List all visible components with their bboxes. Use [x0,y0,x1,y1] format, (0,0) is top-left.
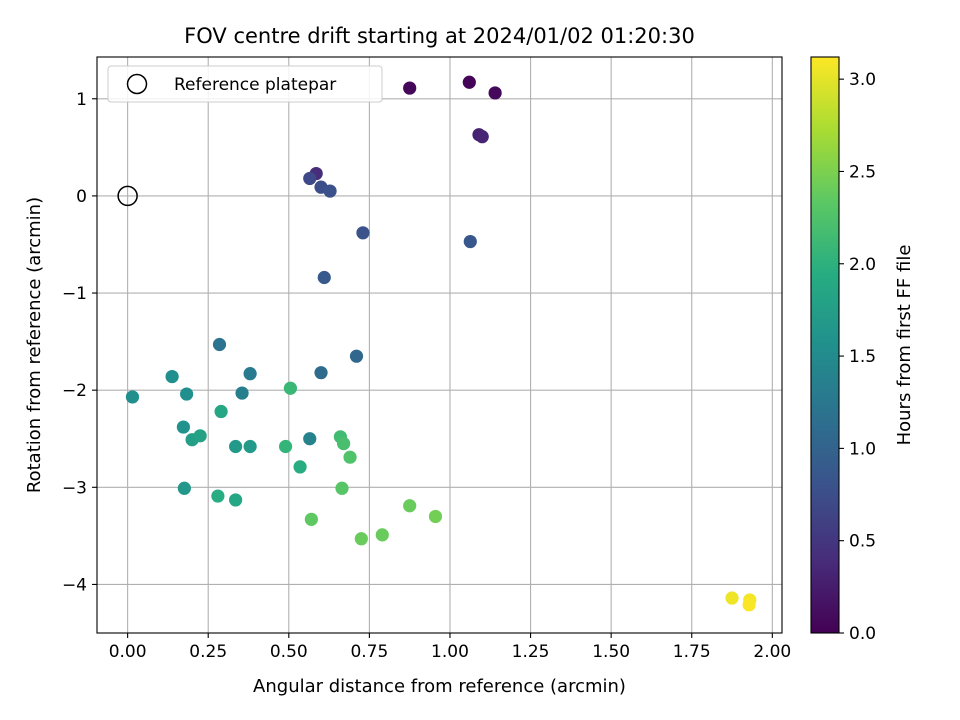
data-point [212,337,227,352]
x-tick-label: 0.00 [109,642,147,662]
colorbar-tick-label: 2.5 [849,162,876,182]
data-point [304,512,318,526]
data-point [335,481,349,495]
data-point [403,499,417,513]
y-tick-label: 0 [76,187,87,207]
data-point [293,460,307,474]
colorbar: 0.0 0.5 1.0 1.5 2.0 2.5 3.0 Hours from first F… [810,56,915,644]
data-point [211,489,225,503]
data-point [337,436,351,451]
x-tick-label: 2.00 [753,642,791,662]
data-point [214,404,228,419]
data-point [343,450,357,464]
data-point [725,591,739,605]
data-point [354,532,368,546]
x-tick-label: 0.25 [189,642,227,662]
y-tick-label: −3 [62,478,87,498]
y-tick-label: 1 [76,90,87,110]
data-point [314,366,328,380]
reference-point-marker [117,185,138,207]
data-point [303,432,317,446]
colorbar-tick-label: 0.5 [849,532,876,552]
colorbar-tick-label: 1.0 [849,439,876,459]
data-point [278,439,293,454]
data-point [323,184,337,198]
data-point [349,349,364,363]
y-axis-title: Rotation from reference (arcmin) [24,197,45,493]
data-point [303,171,317,186]
plot-frame [96,56,783,634]
colorbar-tick-label: 0.0 [849,624,876,644]
x-tick-label: 0.75 [350,642,388,662]
data-point [356,226,370,240]
data-point [475,130,489,144]
data-point [125,390,140,404]
colorbar-tick-label: 2.0 [849,255,876,275]
data-point [462,75,476,89]
data-point [193,429,207,443]
legend-marker-icon [126,73,148,95]
colorbar-bar [810,56,840,634]
colorbar-title: Hours from first FF file [894,245,915,446]
data-point [375,528,389,542]
y-tick-label: −2 [62,381,87,401]
x-tick-label: 1.00 [431,642,469,662]
data-point [317,270,331,285]
legend-box [107,65,383,103]
data-point [180,387,194,401]
data-point [283,381,298,395]
data-point [177,481,191,495]
legend-label: Reference platepar [174,75,336,95]
y-tick-label: −4 [62,575,87,595]
colorbar-tick-label: 1.5 [849,347,876,367]
y-tick-label: −1 [62,284,87,304]
x-tick-label: 1.25 [512,642,550,662]
points-layer [117,75,757,612]
x-tick-label: 0.50 [270,642,308,662]
data-point [742,598,756,612]
x-axis-title: Angular distance from reference (arcmin) [253,676,626,697]
x-tick-label: 1.75 [673,642,711,662]
legend: Reference platepar [107,65,383,103]
chart-title: FOV centre drift starting at 2024/01/02 … [184,24,695,48]
colorbar-tick-label: 3.0 [849,70,876,90]
data-point [229,439,243,454]
colorbar-ticks: 0.0 0.5 1.0 1.5 2.0 2.5 3.0 [839,70,876,644]
ticks-layer: 0.00 0.25 0.50 0.75 1.00 1.25 1.50 1.75 2.00 1 0 −1… [62,90,791,662]
data-point [243,367,257,381]
data-point [428,509,443,524]
data-point [165,369,179,384]
data-point [488,86,502,100]
data-point [229,493,243,507]
data-point [235,386,249,400]
data-point [463,234,477,249]
grid-layer [97,57,782,633]
x-tick-label: 1.50 [592,642,630,662]
data-point [243,439,257,454]
data-point [176,420,190,434]
data-point [403,81,417,95]
